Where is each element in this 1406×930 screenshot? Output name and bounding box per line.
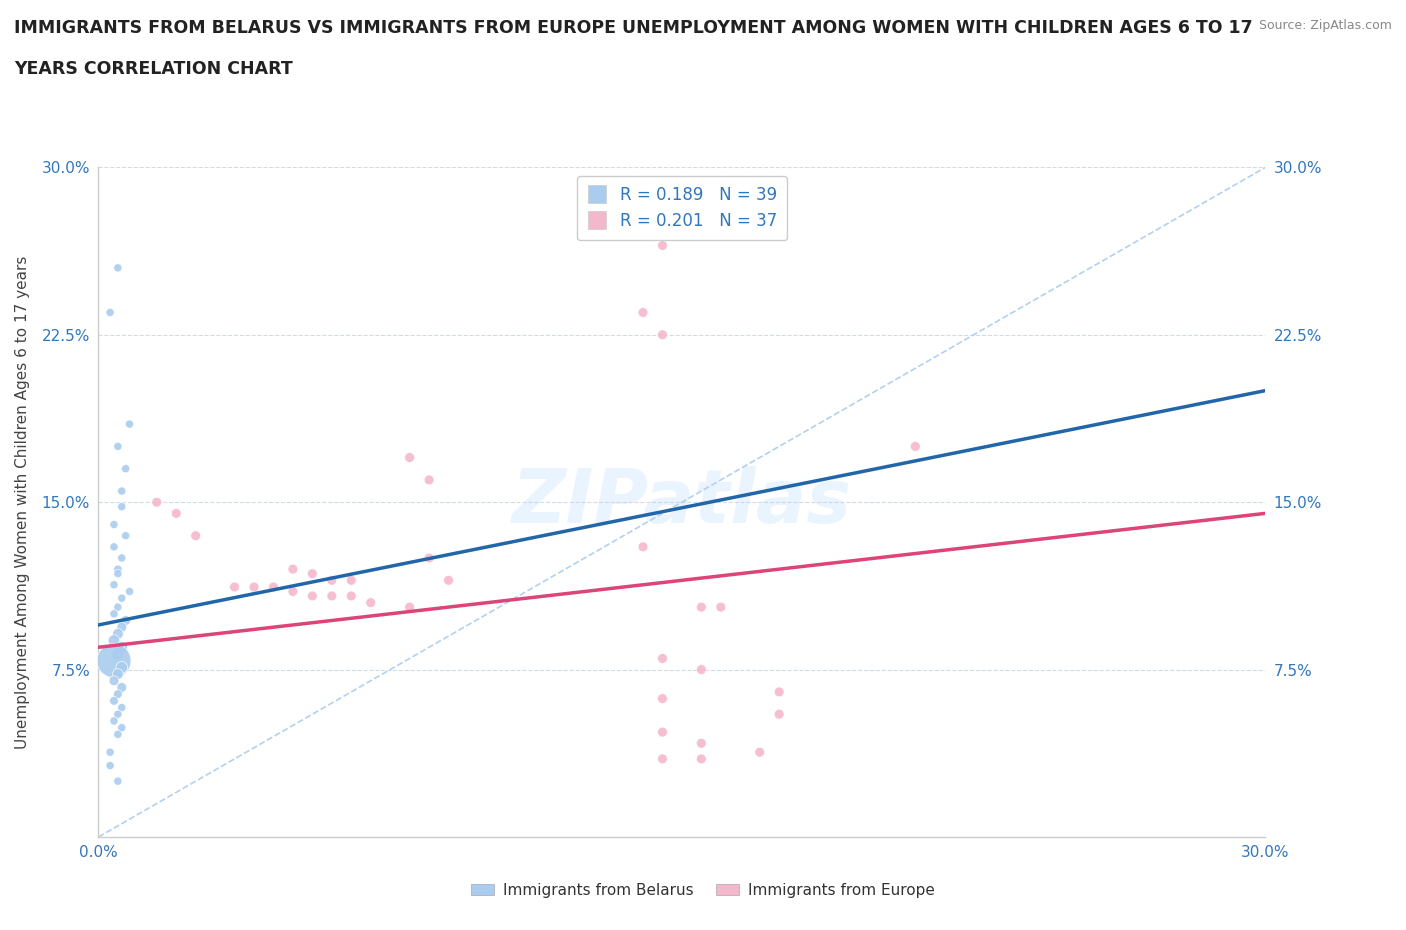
- Point: [107, 686, 129, 701]
- Point: [103, 673, 125, 688]
- Point: [103, 539, 125, 554]
- Point: [111, 551, 134, 565]
- Point: [103, 633, 125, 648]
- Point: [340, 573, 363, 588]
- Point: [631, 305, 654, 320]
- Point: [107, 646, 129, 661]
- Point: [418, 472, 440, 487]
- Point: [281, 562, 304, 577]
- Point: [107, 707, 129, 722]
- Point: [107, 600, 129, 615]
- Point: [651, 238, 673, 253]
- Legend: R = 0.189   N = 39, R = 0.201   N = 37: R = 0.189 N = 39, R = 0.201 N = 37: [576, 176, 787, 240]
- Point: [398, 450, 420, 465]
- Point: [748, 745, 770, 760]
- Point: [184, 528, 207, 543]
- Point: [690, 751, 713, 766]
- Point: [107, 774, 129, 789]
- Point: [111, 484, 134, 498]
- Point: [651, 691, 673, 706]
- Point: [107, 439, 129, 454]
- Point: [651, 651, 673, 666]
- Point: [301, 589, 323, 604]
- Point: [690, 662, 713, 677]
- Point: [111, 700, 134, 715]
- Point: [281, 584, 304, 599]
- Point: [111, 660, 134, 675]
- Point: [165, 506, 187, 521]
- Point: [107, 260, 129, 275]
- Point: [98, 305, 121, 320]
- Text: ZIPatlas: ZIPatlas: [512, 466, 852, 538]
- Point: [690, 600, 713, 615]
- Point: [437, 573, 460, 588]
- Point: [111, 619, 134, 634]
- Point: [111, 640, 134, 655]
- Point: [107, 667, 129, 682]
- Point: [107, 566, 129, 581]
- Point: [768, 684, 790, 699]
- Point: [321, 589, 343, 604]
- Text: IMMIGRANTS FROM BELARUS VS IMMIGRANTS FROM EUROPE UNEMPLOYMENT AMONG WOMEN WITH : IMMIGRANTS FROM BELARUS VS IMMIGRANTS FR…: [14, 19, 1253, 36]
- Point: [98, 758, 121, 773]
- Point: [103, 713, 125, 728]
- Point: [111, 591, 134, 605]
- Point: [103, 653, 125, 668]
- Point: [262, 579, 284, 594]
- Point: [224, 579, 246, 594]
- Point: [114, 613, 136, 628]
- Point: [768, 707, 790, 722]
- Point: [243, 579, 266, 594]
- Point: [146, 495, 169, 510]
- Point: [651, 327, 673, 342]
- Y-axis label: Unemployment Among Women with Children Ages 6 to 17 years: Unemployment Among Women with Children A…: [15, 256, 31, 749]
- Point: [690, 736, 713, 751]
- Point: [398, 600, 420, 615]
- Text: YEARS CORRELATION CHART: YEARS CORRELATION CHART: [14, 60, 292, 78]
- Point: [360, 595, 382, 610]
- Point: [904, 439, 927, 454]
- Point: [418, 551, 440, 565]
- Point: [301, 566, 323, 581]
- Point: [651, 751, 673, 766]
- Point: [107, 562, 129, 577]
- Point: [631, 539, 654, 554]
- Point: [340, 589, 363, 604]
- Point: [710, 600, 733, 615]
- Point: [111, 720, 134, 735]
- Point: [107, 727, 129, 742]
- Point: [107, 627, 129, 642]
- Point: [98, 745, 121, 760]
- Point: [118, 417, 141, 432]
- Legend: Immigrants from Belarus, Immigrants from Europe: Immigrants from Belarus, Immigrants from…: [464, 877, 942, 904]
- Point: [103, 578, 125, 592]
- Point: [103, 517, 125, 532]
- Point: [103, 694, 125, 709]
- Point: [103, 606, 125, 621]
- Point: [651, 724, 673, 739]
- Point: [321, 573, 343, 588]
- Text: Source: ZipAtlas.com: Source: ZipAtlas.com: [1258, 19, 1392, 32]
- Point: [111, 680, 134, 695]
- Point: [114, 461, 136, 476]
- Point: [114, 528, 136, 543]
- Point: [118, 584, 141, 599]
- Point: [111, 499, 134, 514]
